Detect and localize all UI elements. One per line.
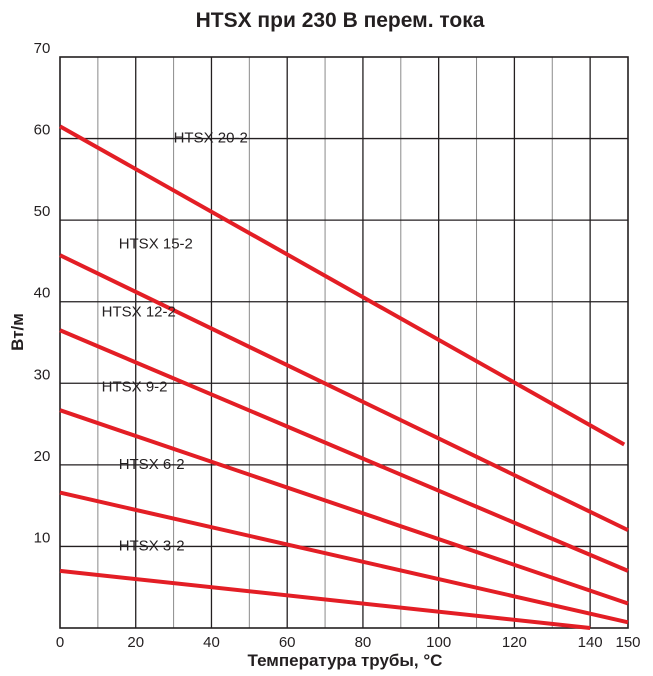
x-tick-label: 20 (127, 634, 144, 651)
x-tick-label: 120 (502, 634, 527, 651)
series-label: HTSX 6-2 (119, 456, 185, 473)
y-tick-label: 20 (34, 448, 51, 465)
x-tick-label: 150 (615, 634, 640, 651)
series-label: HTSX 12-2 (102, 303, 176, 320)
series-label: HTSX 9-2 (102, 378, 168, 395)
x-tick-label: 140 (578, 634, 603, 651)
series-label: HTSX 15-2 (119, 236, 193, 253)
series-line (59, 253, 629, 532)
y-tick-label: 30 (34, 366, 51, 383)
series-line (59, 568, 591, 630)
series-line (59, 124, 626, 447)
x-axis-title: Температура трубы, °C (248, 651, 443, 670)
x-tick-label: 0 (56, 634, 64, 651)
y-tick-label: 40 (34, 285, 51, 302)
y-axis-title: Вт/м (8, 313, 27, 351)
series-label: HTSX 20-2 (174, 130, 248, 147)
series-labels: HTSX 20-2 HTSX 15-2 HTSX 12-2 HTSX 9-2 HTSX … (102, 130, 248, 555)
series-label: HTSX 3-2 (119, 538, 185, 555)
x-tick-label: 100 (426, 634, 451, 651)
series-lines (59, 124, 629, 630)
x-tick-label: 80 (355, 634, 372, 651)
grid (59, 56, 629, 629)
y-tick-label: 70 (34, 40, 51, 57)
plot-frame (59, 56, 629, 629)
y-tick-label: 50 (34, 203, 51, 220)
series-line (59, 408, 629, 606)
y-tick-label: 10 (34, 529, 51, 546)
chart-title: HTSX при 230 В перем. тока (196, 9, 485, 32)
x-tick-label: 40 (203, 634, 220, 651)
y-tick-label: 60 (34, 122, 51, 139)
x-tick-label: 60 (279, 634, 296, 651)
series-line (59, 328, 629, 573)
tick-labels: 0 20 40 60 80 100 120 140 150 10 20 30 40 50 60 70 (34, 40, 641, 651)
series-line (59, 490, 629, 625)
